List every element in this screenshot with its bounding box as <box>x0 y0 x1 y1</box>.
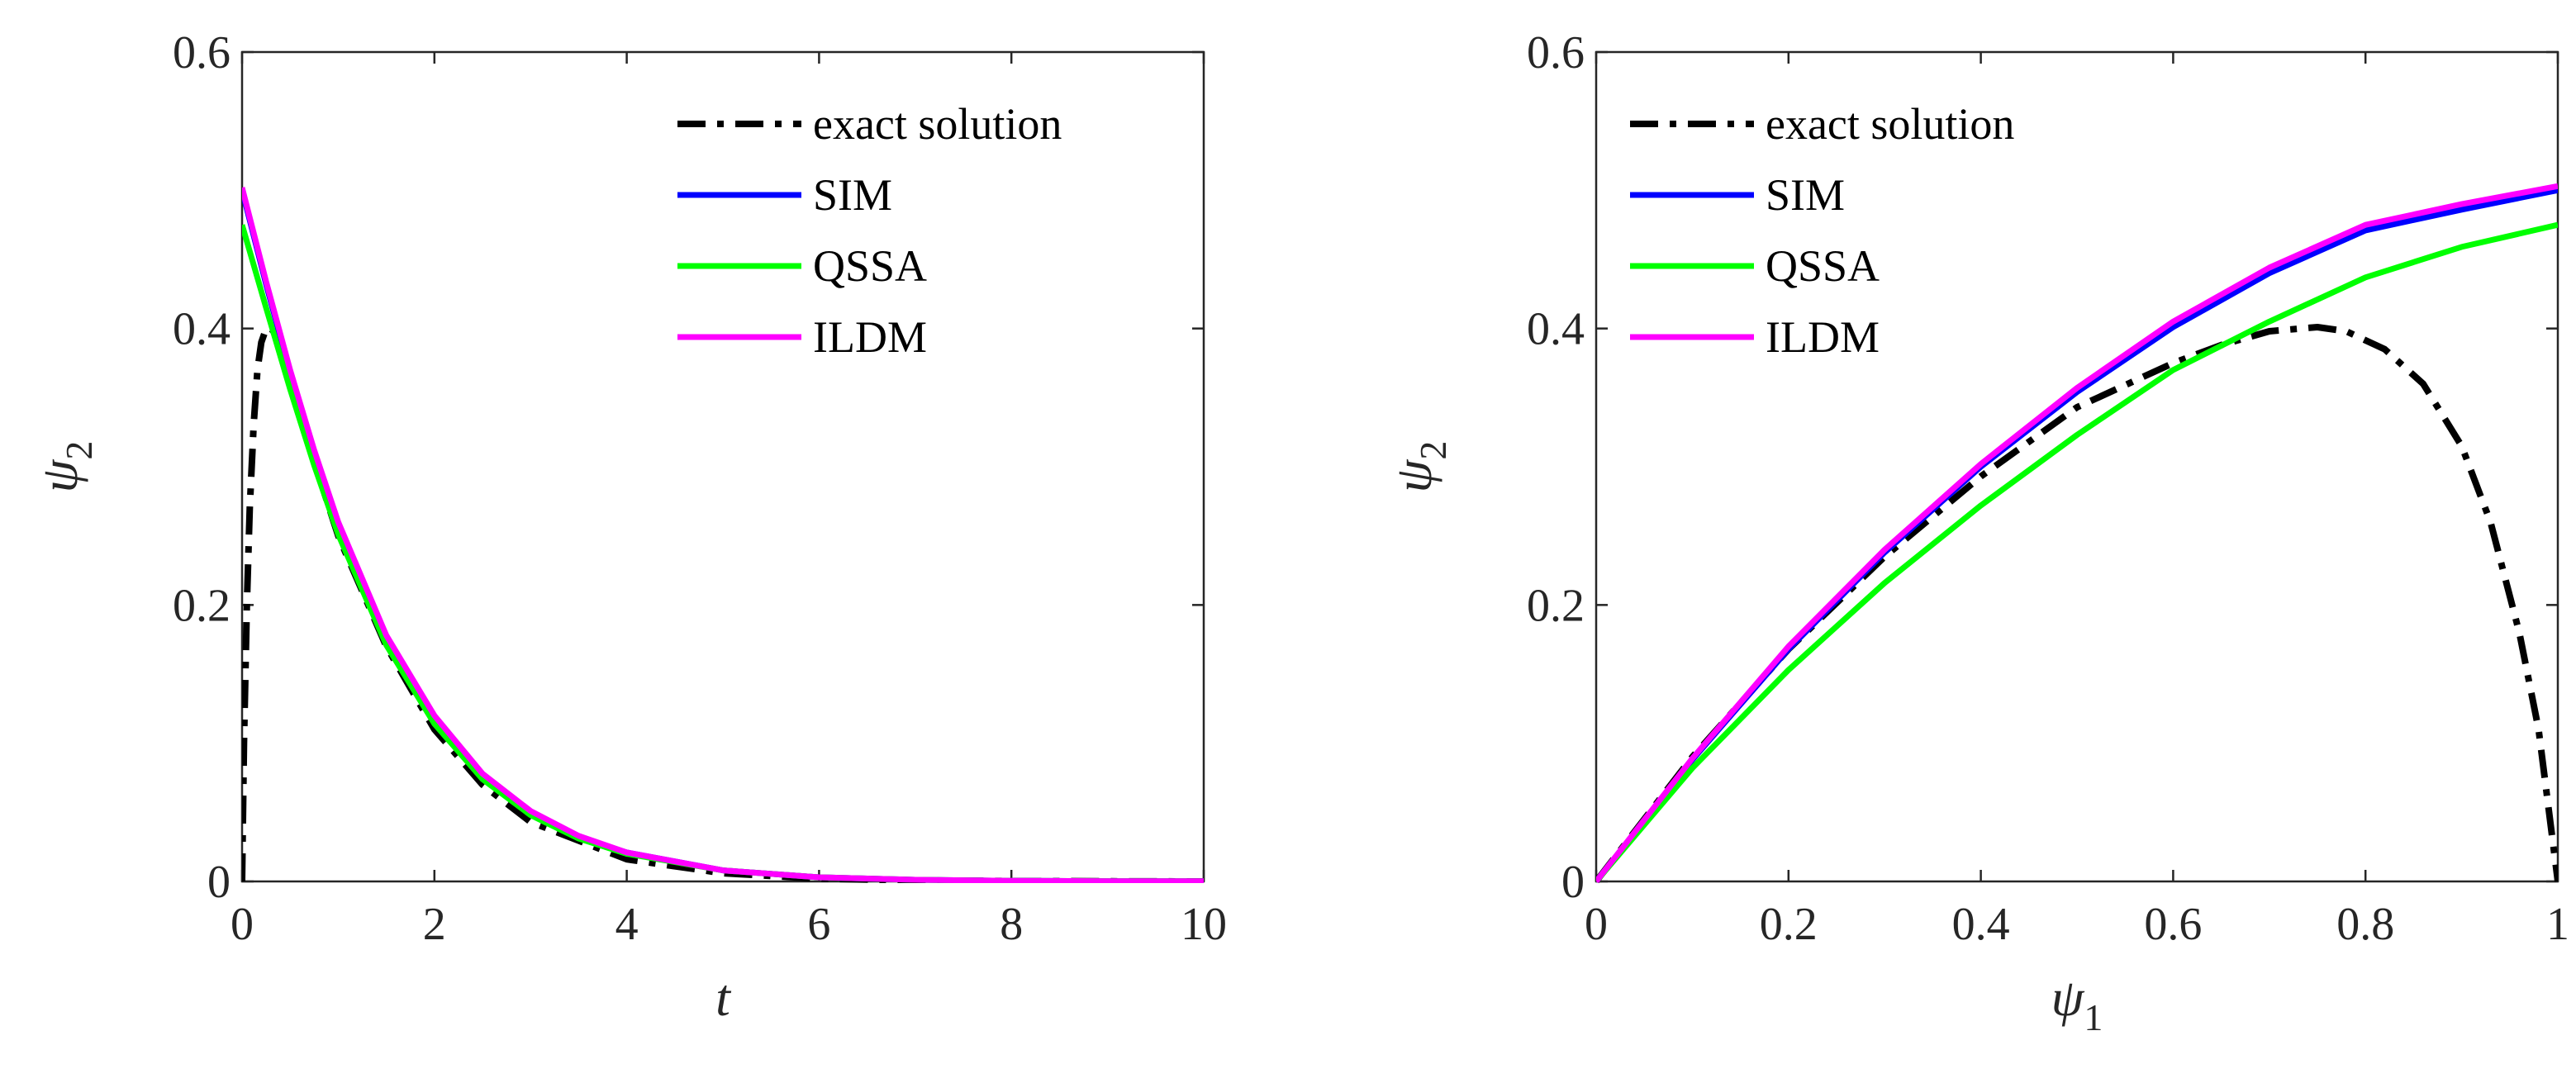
y-tick-label: 0.6 <box>173 27 231 78</box>
x-axis-label-base: ψ <box>2051 968 2085 1027</box>
x-axis-label-subscript: 1 <box>2084 996 2103 1038</box>
y-axis-label: ψ2 <box>1384 441 1454 493</box>
x-axis-label: t <box>715 968 732 1027</box>
series-lines <box>1596 183 2558 883</box>
y-axis-label-base: ψ <box>30 458 88 492</box>
x-tick-label: 1 <box>2546 899 2569 950</box>
legend-label: QSSA <box>813 241 927 291</box>
y-tick-label: 0.4 <box>1527 304 1585 355</box>
legend-label: SIM <box>813 170 892 220</box>
x-tick-label: 0 <box>1585 899 1608 950</box>
plot-frame <box>1595 50 2559 883</box>
x-tick-label: 4 <box>615 899 639 950</box>
series-line-qssa <box>1596 221 2558 883</box>
plot-frame <box>240 50 1205 883</box>
legend: exact solution SIM QSSA ILDM <box>677 99 1062 362</box>
x-tick-label: 0.2 <box>1760 899 1818 950</box>
x-tick-label: 10 <box>1181 899 1227 950</box>
x-tick-label: 0.6 <box>2144 899 2202 950</box>
x-axis-label: ψ1 <box>2051 968 2103 1038</box>
legend-label: SIM <box>1766 170 1845 220</box>
x-tick-label: 6 <box>807 899 830 950</box>
y-tick-label: 0.4 <box>173 304 231 355</box>
x-tick-label: 0 <box>231 899 254 950</box>
legend-label: ILDM <box>813 312 927 362</box>
series-line-sim <box>242 189 1204 883</box>
series-line-ildm <box>242 187 1204 883</box>
series-line-sim <box>1596 187 2558 883</box>
y-tick-label: 0 <box>1561 857 1585 908</box>
legend-label: ILDM <box>1766 312 1880 362</box>
series-line-qssa <box>242 224 1204 883</box>
series-line-ildm <box>1596 183 2558 883</box>
legend-label: exact solution <box>1766 99 2014 149</box>
series-line-exact-solution <box>1596 324 2558 883</box>
legend-label: exact solution <box>813 99 1062 149</box>
y-axis-label-subscript: 2 <box>1412 441 1454 460</box>
y-tick-label: 0.2 <box>1527 580 1585 631</box>
x-tick-label: 0.4 <box>1952 899 2010 950</box>
x-tick-label: 8 <box>1000 899 1023 950</box>
series-line-exact-solution <box>242 325 1204 883</box>
y-tick-label: 0.2 <box>173 580 231 631</box>
x-tick-label: 2 <box>423 899 446 950</box>
series-lines <box>242 187 1204 883</box>
y-axis-label-base: ψ <box>1384 458 1442 492</box>
legend: exact solution SIM QSSA ILDM <box>1630 99 2014 362</box>
x-tick-label: 0.8 <box>2336 899 2394 950</box>
y-tick-label: 0 <box>207 857 231 908</box>
y-tick-label: 0.6 <box>1527 27 1585 78</box>
y-axis-label: ψ2 <box>30 441 100 493</box>
legend-label: QSSA <box>1766 241 1880 291</box>
y-axis-label-subscript: 2 <box>58 441 100 460</box>
